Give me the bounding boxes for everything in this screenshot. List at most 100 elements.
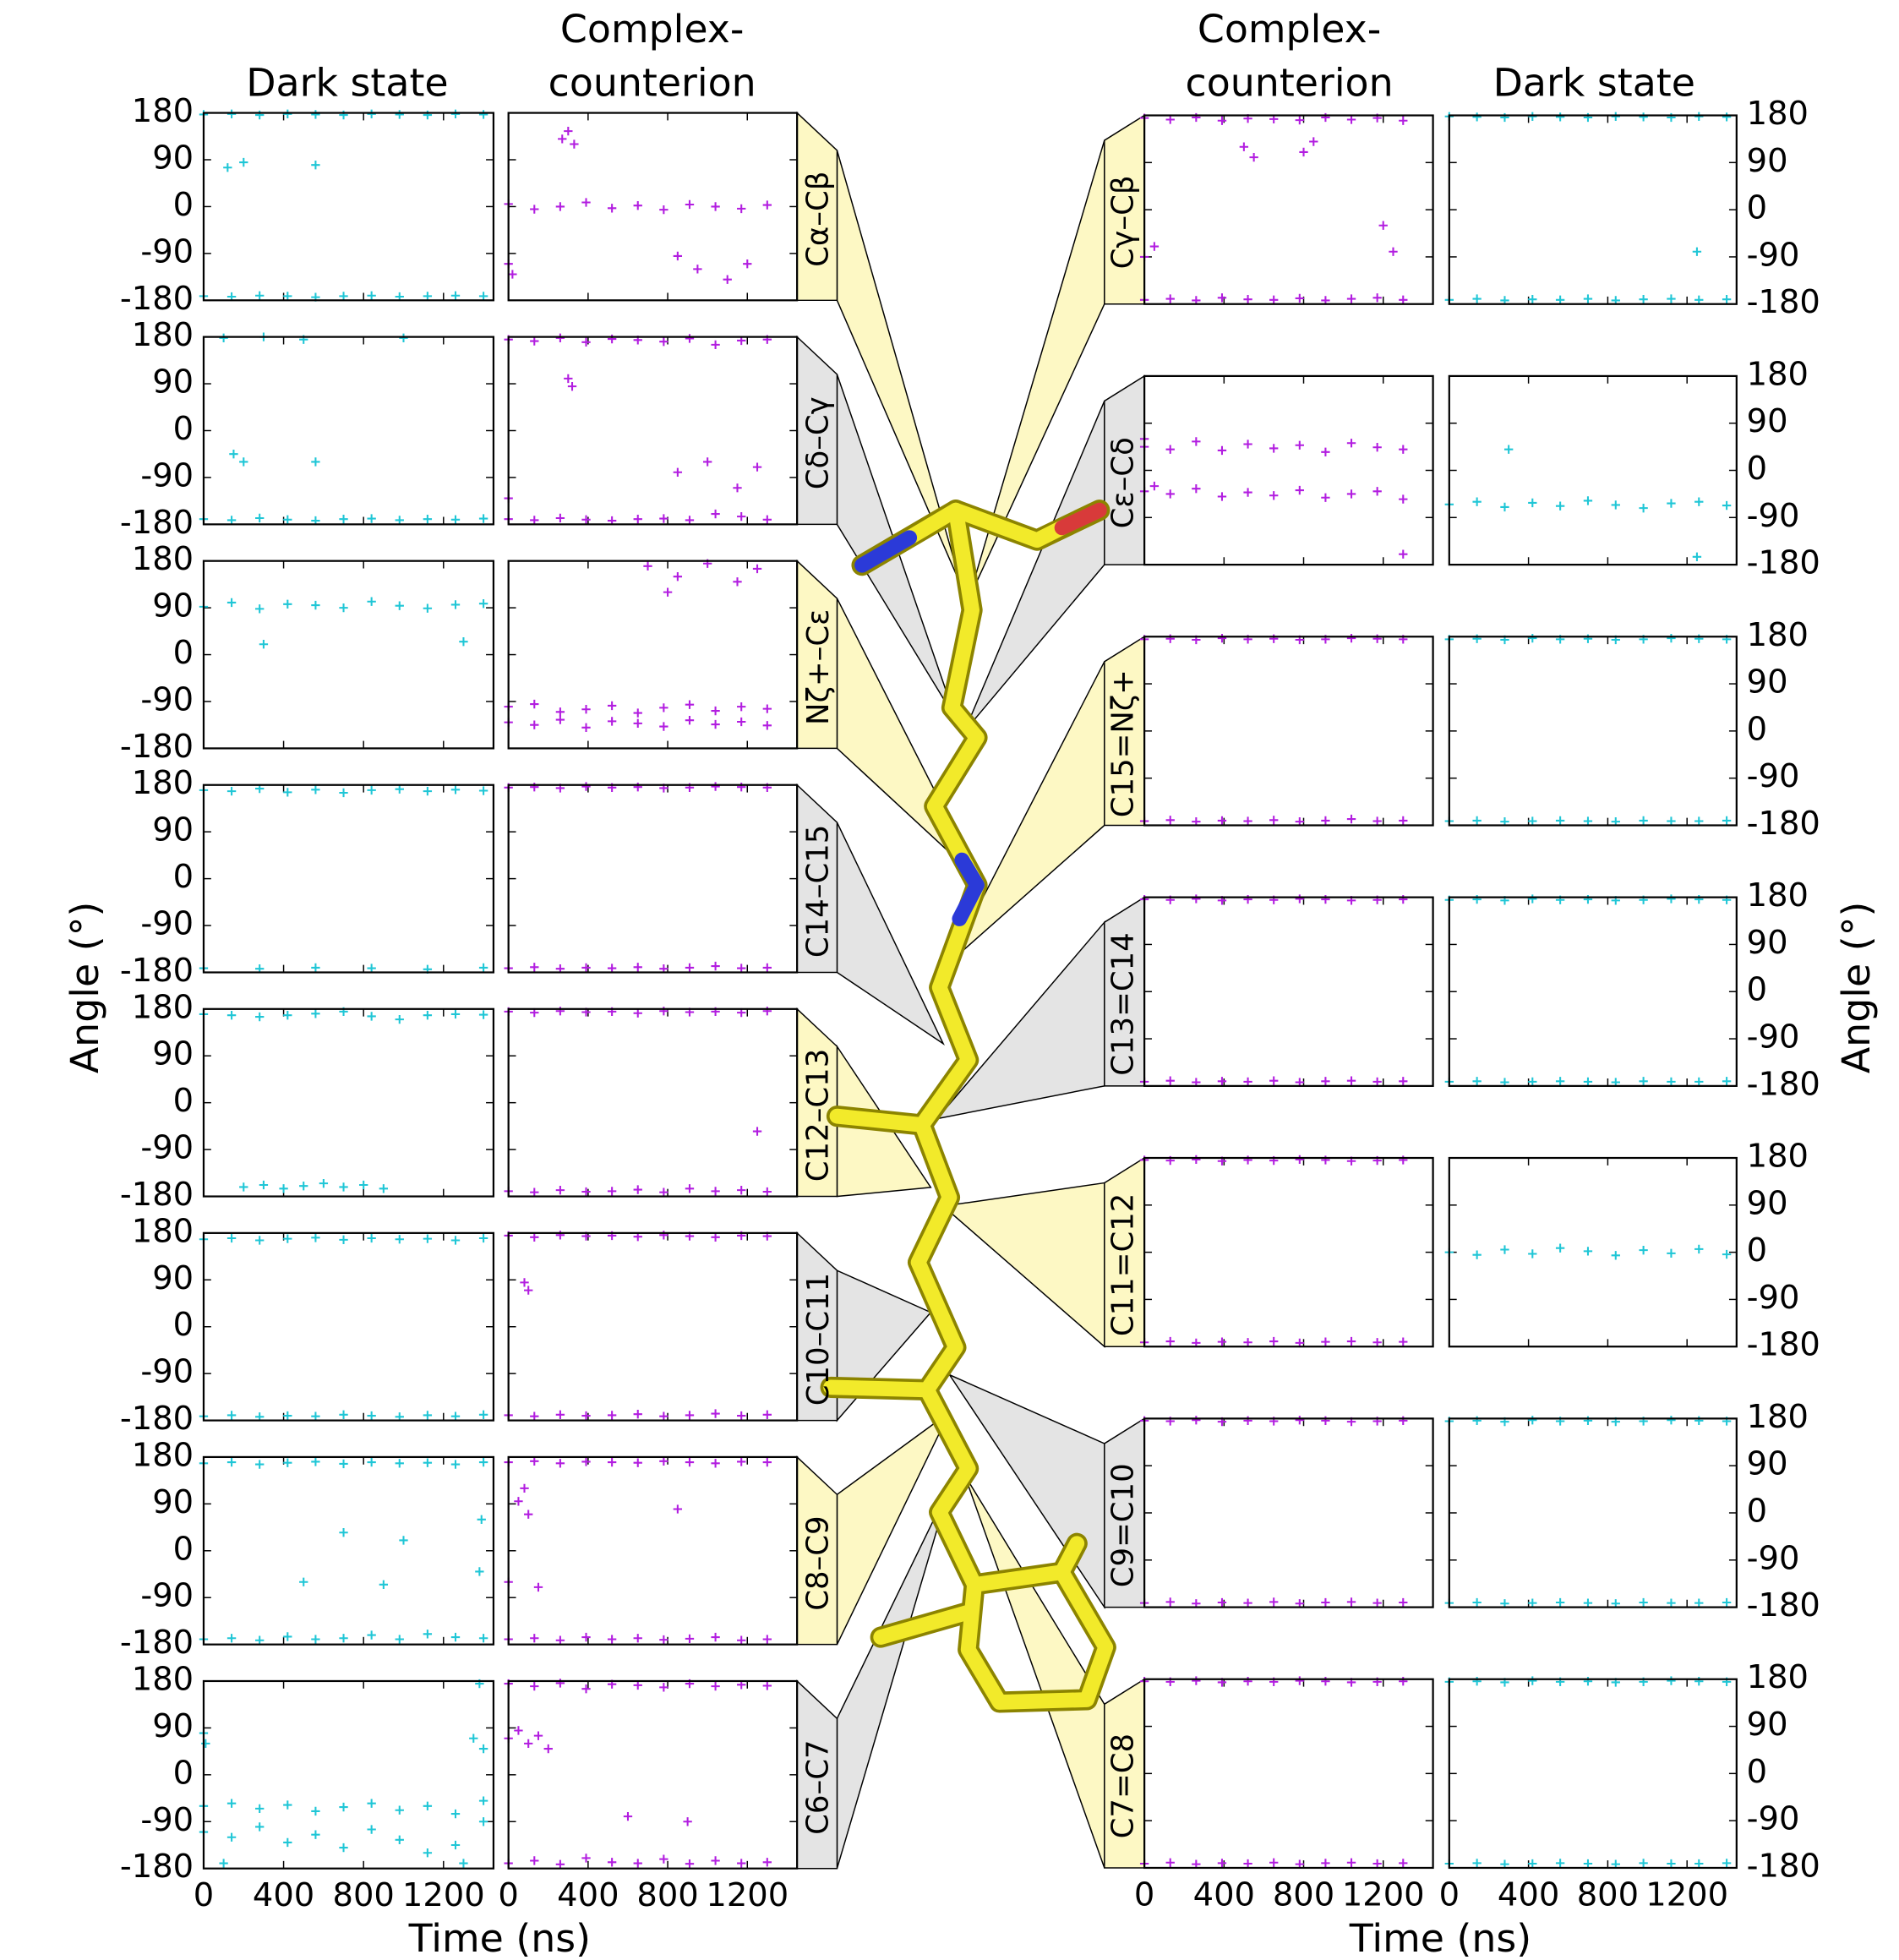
data-point xyxy=(520,1278,529,1287)
data-point xyxy=(339,1235,348,1245)
plot-area xyxy=(1449,1158,1737,1347)
dihedral-label: C13=C14 xyxy=(1105,932,1140,1076)
data-point xyxy=(1165,489,1175,499)
data-point xyxy=(685,1184,695,1193)
data-point xyxy=(581,782,591,791)
y-tick-label: -180 xyxy=(1747,805,1820,843)
data-point xyxy=(226,1799,237,1808)
y-tick-label: 0 xyxy=(1747,971,1767,1009)
data-point xyxy=(555,513,565,523)
data-point xyxy=(1639,112,1648,122)
data-point xyxy=(711,1232,720,1242)
data-point xyxy=(1722,1597,1732,1608)
data-point xyxy=(1165,445,1175,454)
data-point xyxy=(311,1009,320,1018)
data-point xyxy=(555,333,565,343)
data-point xyxy=(659,205,668,215)
y-tick-label: -90 xyxy=(1747,757,1800,795)
data-point xyxy=(530,1681,539,1691)
data-point xyxy=(1346,1858,1356,1867)
y-tick-label: 180 xyxy=(1747,1658,1809,1696)
data-point xyxy=(508,270,517,279)
data-point xyxy=(633,1634,642,1643)
data-point xyxy=(423,1411,433,1420)
data-point xyxy=(633,201,642,210)
dihedral-label: C15=Nζ+ xyxy=(1105,669,1140,817)
data-point xyxy=(514,1726,523,1735)
x-tick-label: 800 xyxy=(1273,1875,1334,1914)
panel: 180 90 0 -90 -180 xyxy=(120,316,495,542)
data-point xyxy=(581,963,591,973)
y-tick-label: 90 xyxy=(1747,142,1788,180)
data-point xyxy=(450,109,461,118)
data-point xyxy=(737,1457,746,1466)
data-point xyxy=(478,1634,488,1643)
nitrogen-amine xyxy=(854,530,918,573)
data-point xyxy=(711,1681,720,1691)
data-point xyxy=(395,1459,404,1468)
data-point xyxy=(359,1180,368,1190)
panel-frame xyxy=(1143,1156,1434,1348)
data-point xyxy=(255,1804,265,1814)
data-point xyxy=(339,1410,348,1420)
data-point xyxy=(1269,1076,1279,1085)
data-point xyxy=(367,597,376,606)
data-point xyxy=(1372,443,1382,452)
data-point xyxy=(752,1127,762,1136)
data-point xyxy=(762,200,772,210)
panel xyxy=(1139,374,1434,566)
data-point xyxy=(450,600,461,609)
data-point xyxy=(659,722,668,731)
plot-area xyxy=(1449,1418,1737,1608)
data-point xyxy=(1295,1416,1304,1425)
data-point xyxy=(399,1536,408,1545)
data-point xyxy=(239,457,248,467)
data-point xyxy=(555,707,565,717)
data-point xyxy=(1243,488,1252,497)
y-tick-label: 180 xyxy=(132,1436,194,1474)
data-point xyxy=(395,110,404,119)
data-point xyxy=(1528,1598,1537,1608)
data-point xyxy=(339,1182,348,1192)
data-point xyxy=(1472,112,1482,122)
dihedral-wedge xyxy=(941,1182,1105,1348)
y-tick-label: -90 xyxy=(140,1129,194,1167)
data-point xyxy=(558,134,567,144)
data-point xyxy=(1667,1859,1676,1869)
data-point xyxy=(1472,816,1482,826)
data-point xyxy=(1722,112,1732,122)
data-point xyxy=(530,963,539,972)
y-tick-label: 90 xyxy=(152,1483,194,1521)
data-point xyxy=(299,1577,308,1586)
data-point xyxy=(319,1178,329,1188)
data-point xyxy=(1667,1416,1676,1425)
data-point xyxy=(259,1180,269,1190)
panel xyxy=(504,559,799,750)
data-point xyxy=(1149,481,1160,491)
data-point xyxy=(633,1859,642,1868)
data-point xyxy=(633,1680,642,1690)
plot-area xyxy=(1449,636,1737,826)
data-point xyxy=(555,1459,565,1468)
y-tick-label: 90 xyxy=(1747,402,1788,440)
data-point xyxy=(1295,485,1304,495)
data-point xyxy=(1192,437,1201,446)
data-point xyxy=(1295,1676,1304,1685)
data-point xyxy=(395,516,404,525)
dihedral-label: C8–C9 xyxy=(801,1515,836,1610)
y-tick-label: -180 xyxy=(1747,1326,1820,1364)
plot-area xyxy=(203,112,494,301)
y-axis-title: Angle (°) xyxy=(62,902,107,1074)
data-point xyxy=(450,1632,461,1642)
data-point xyxy=(1639,1077,1648,1086)
column-title: counterion xyxy=(548,60,756,106)
plot-area xyxy=(508,112,798,301)
data-point xyxy=(733,483,742,493)
x-tick-label: 0 xyxy=(498,1876,518,1914)
x-tick-label: 0 xyxy=(1439,1875,1460,1914)
data-point xyxy=(1399,494,1408,504)
data-point xyxy=(423,515,433,524)
data-point xyxy=(514,1497,523,1506)
data-point xyxy=(423,1234,433,1243)
panel: 180 90 0 -90 -180 xyxy=(120,988,495,1214)
